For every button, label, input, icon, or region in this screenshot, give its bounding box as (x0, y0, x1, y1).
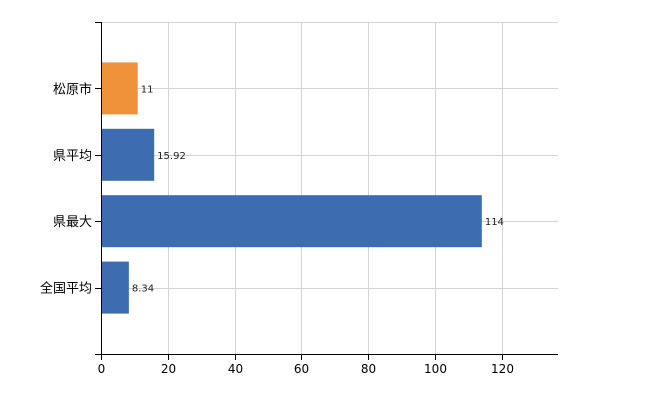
data-label: 8.34 (132, 284, 154, 295)
bar (101, 261, 129, 314)
x-tick-label: 120 (491, 362, 514, 376)
x-tick-label: 0 (98, 362, 106, 376)
category-label: 松原市 (53, 81, 92, 97)
data-label: 11 (141, 84, 154, 95)
data-label: 114 (485, 217, 504, 228)
category-label: 県平均 (53, 149, 92, 164)
bar (101, 195, 482, 248)
category-label: 県最大 (53, 215, 92, 230)
bar (101, 62, 138, 115)
x-tick-label: 100 (424, 362, 447, 376)
x-tick-label: 20 (161, 362, 176, 376)
x-tick-label: 60 (294, 362, 309, 376)
x-tick-label: 80 (361, 362, 376, 376)
x-tick-label: 40 (228, 362, 243, 376)
data-label: 15.92 (157, 151, 186, 162)
category-label: 全国平均 (40, 281, 92, 297)
bar (101, 128, 155, 181)
